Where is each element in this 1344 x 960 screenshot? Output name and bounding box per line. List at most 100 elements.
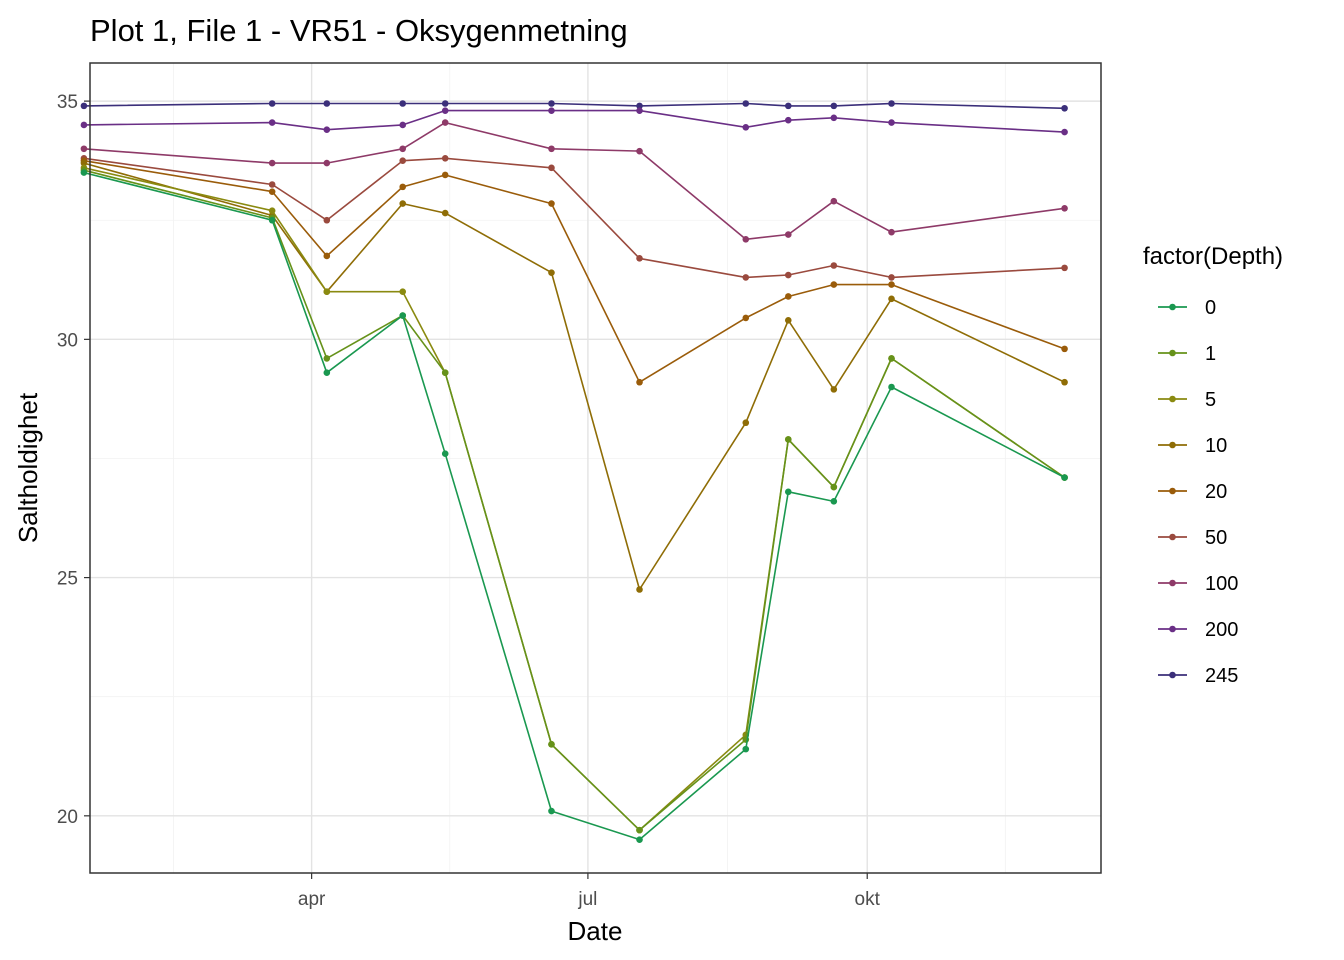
data-point [830, 102, 838, 110]
data-point [548, 200, 555, 207]
x-axis-title: Date [568, 916, 623, 946]
data-point [548, 269, 555, 276]
legend-key-point [1169, 533, 1176, 541]
data-point [742, 235, 750, 243]
y-axis: 20 25 30 35 [57, 92, 90, 828]
data-point [323, 288, 331, 296]
data-point [80, 169, 88, 176]
series-50 [80, 154, 1068, 281]
data-point [399, 157, 407, 164]
data-point [784, 293, 792, 300]
data-point [1061, 128, 1068, 136]
data-point [636, 378, 643, 386]
legend-label: 5 [1205, 389, 1216, 411]
legend-label: 0 [1205, 297, 1216, 319]
data-point [441, 100, 449, 107]
data-point [441, 154, 449, 162]
data-point [399, 312, 407, 319]
series-245 [80, 100, 1068, 112]
legend-item-50: 50 [1158, 527, 1227, 549]
legend-key-point [1169, 395, 1176, 403]
data-point [830, 281, 838, 288]
legend: factor(Depth) 0 1 5 10 20 50 100 200 245 [1143, 243, 1283, 687]
data-point [742, 745, 750, 753]
data-point [548, 741, 555, 748]
legend-item-200: 200 [1158, 619, 1238, 641]
data-point [742, 100, 750, 107]
series-line-0 [83, 171, 1065, 841]
data-point [888, 228, 895, 236]
data-point [323, 355, 331, 362]
data-point [784, 116, 792, 124]
data-point [548, 807, 555, 815]
data-point [1061, 345, 1068, 353]
data-point [399, 100, 407, 107]
data-point [399, 145, 407, 153]
data-point [784, 488, 792, 496]
legend-items: 0 1 5 10 20 50 100 200 245 [1158, 297, 1238, 687]
y-tick-label: 30 [57, 330, 78, 351]
y-tick-label: 35 [57, 92, 78, 113]
data-point [1061, 378, 1068, 386]
legend-item-5: 5 [1158, 389, 1216, 411]
legend-key-point [1169, 671, 1176, 679]
data-point [784, 102, 792, 110]
legend-item-20: 20 [1158, 481, 1227, 503]
legend-key-point [1169, 303, 1176, 311]
data-point [830, 498, 838, 505]
data-point [268, 119, 276, 126]
series-line-20 [83, 159, 1065, 384]
data-point [80, 145, 88, 153]
data-point [323, 216, 331, 224]
data-point [323, 252, 331, 260]
data-point [268, 159, 276, 167]
data-point [742, 274, 750, 281]
data-point [742, 419, 750, 427]
data-point [830, 262, 838, 269]
data-point [399, 200, 407, 207]
series-line-50 [83, 157, 1065, 279]
legend-label: 20 [1205, 481, 1227, 503]
data-point [888, 100, 895, 107]
data-point [323, 369, 331, 377]
legend-key-point [1169, 579, 1176, 587]
data-point [830, 114, 838, 122]
data-point [636, 147, 643, 155]
data-point [268, 181, 276, 188]
legend-label: 50 [1205, 527, 1227, 549]
x-tick-label: jul [577, 889, 597, 910]
data-point [441, 107, 449, 114]
data-point [1061, 104, 1068, 112]
data-point [80, 102, 88, 110]
data-point [888, 383, 895, 391]
data-point [636, 102, 643, 110]
data-point [888, 281, 895, 288]
x-tick-label: okt [855, 889, 881, 910]
x-axis: apr jul okt [298, 873, 881, 910]
data-point [548, 107, 555, 114]
legend-label: 100 [1205, 573, 1238, 595]
series-line-100 [83, 121, 1065, 241]
data-point [1061, 474, 1068, 481]
series-100 [80, 119, 1068, 243]
data-point [399, 121, 407, 129]
y-tick-label: 25 [57, 569, 78, 590]
data-point [830, 197, 838, 205]
legend-item-10: 10 [1158, 435, 1227, 457]
plot-panel-background [90, 63, 1101, 873]
legend-item-0: 0 [1158, 297, 1216, 319]
legend-label: 200 [1205, 619, 1238, 641]
data-point [268, 207, 276, 215]
data-point [548, 164, 555, 172]
legend-item-245: 245 [1158, 665, 1238, 687]
data-point [441, 369, 449, 377]
x-tick-label: apr [298, 889, 326, 910]
data-point [636, 255, 643, 262]
data-point [323, 126, 331, 134]
data-point [636, 586, 643, 593]
data-point [888, 355, 895, 362]
data-point [1061, 264, 1068, 272]
data-point [441, 450, 449, 458]
legend-item-1: 1 [1158, 343, 1216, 365]
